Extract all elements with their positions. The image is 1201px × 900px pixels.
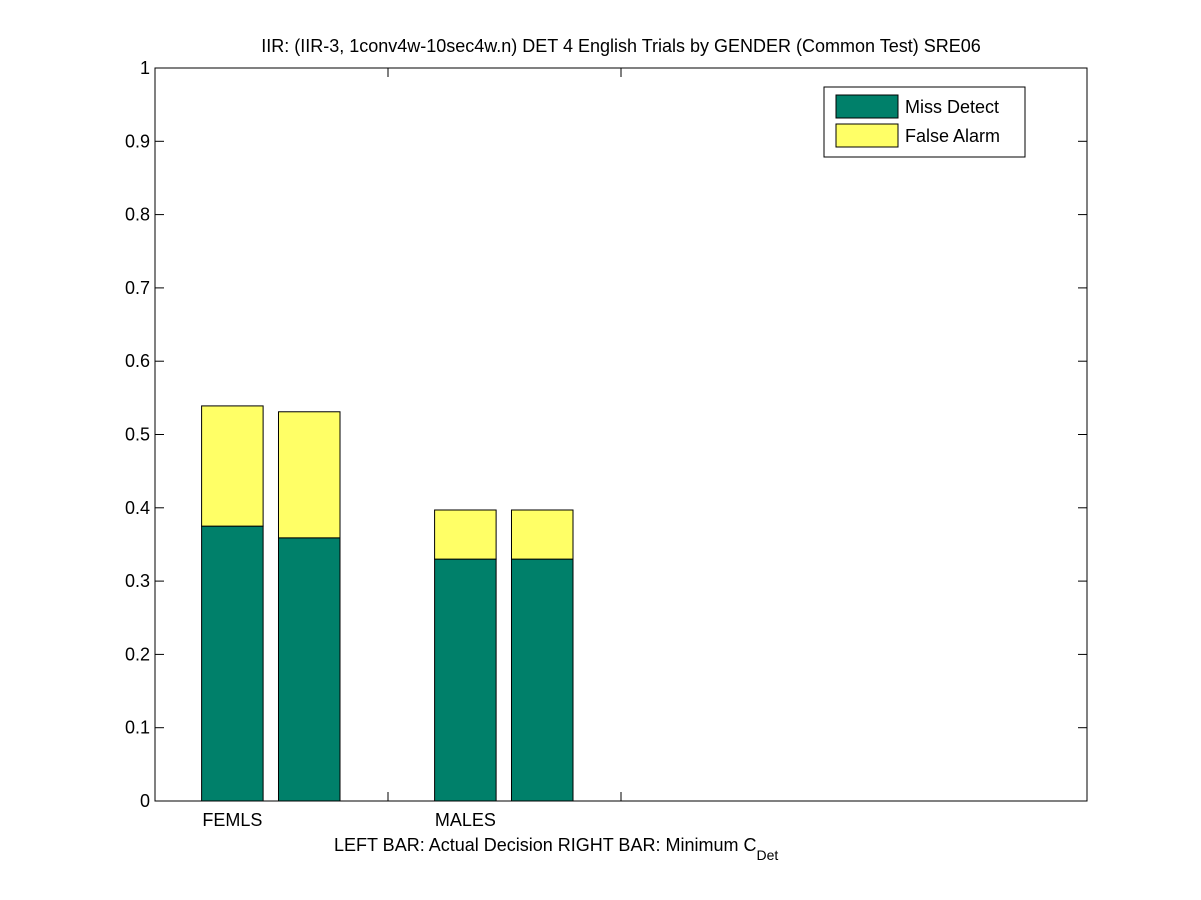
legend-swatch <box>835 94 899 119</box>
y-tick-label: 0.4 <box>125 498 150 518</box>
y-tick-label: 0.3 <box>125 571 150 591</box>
x-category-label: FEMLS <box>202 810 262 830</box>
bar-segment-miss-detect <box>510 558 574 802</box>
y-tick-label: 0.8 <box>125 205 150 225</box>
y-tick-label: 0.2 <box>125 644 150 664</box>
legend-label: Miss Detect <box>905 97 999 117</box>
y-tick-label: 0.7 <box>125 278 150 298</box>
y-tick-label: 0.1 <box>125 718 150 738</box>
y-tick-label: 0.5 <box>125 425 150 445</box>
bar-segment-miss-detect <box>277 537 341 802</box>
bar-segment-false-alarm <box>510 509 574 560</box>
bar-segment-false-alarm <box>201 405 264 527</box>
y-tick-label: 0 <box>140 791 150 811</box>
x-category-label: MALES <box>435 810 496 830</box>
bar-segment-false-alarm <box>434 509 497 560</box>
legend-label: False Alarm <box>905 126 1000 146</box>
chart-title: IIR: (IIR-3, 1conv4w-10sec4w.n) DET 4 En… <box>261 36 981 56</box>
x-axis: FEMLS MALES <box>202 68 622 830</box>
x-axis-label-subscript: Det <box>756 847 778 863</box>
legend-swatch <box>835 123 899 148</box>
y-axis: 0 0.1 0.2 0.3 0.4 0.5 0.6 0.7 0.8 0.9 1 <box>125 58 1087 811</box>
bar-group <box>201 405 574 802</box>
x-axis-label: LEFT BAR: Actual Decision RIGHT BAR: Min… <box>334 835 778 863</box>
x-axis-label-main: LEFT BAR: Actual Decision RIGHT BAR: Min… <box>334 835 756 855</box>
bar-segment-miss-detect <box>201 525 264 802</box>
y-tick-label: 1 <box>140 58 150 78</box>
y-tick-label: 0.6 <box>125 351 150 371</box>
bar-segment-false-alarm <box>277 411 341 539</box>
bar-segment-miss-detect <box>434 558 497 802</box>
y-tick-label: 0.9 <box>125 131 150 151</box>
legend: Miss Detect False Alarm <box>823 86 1026 158</box>
